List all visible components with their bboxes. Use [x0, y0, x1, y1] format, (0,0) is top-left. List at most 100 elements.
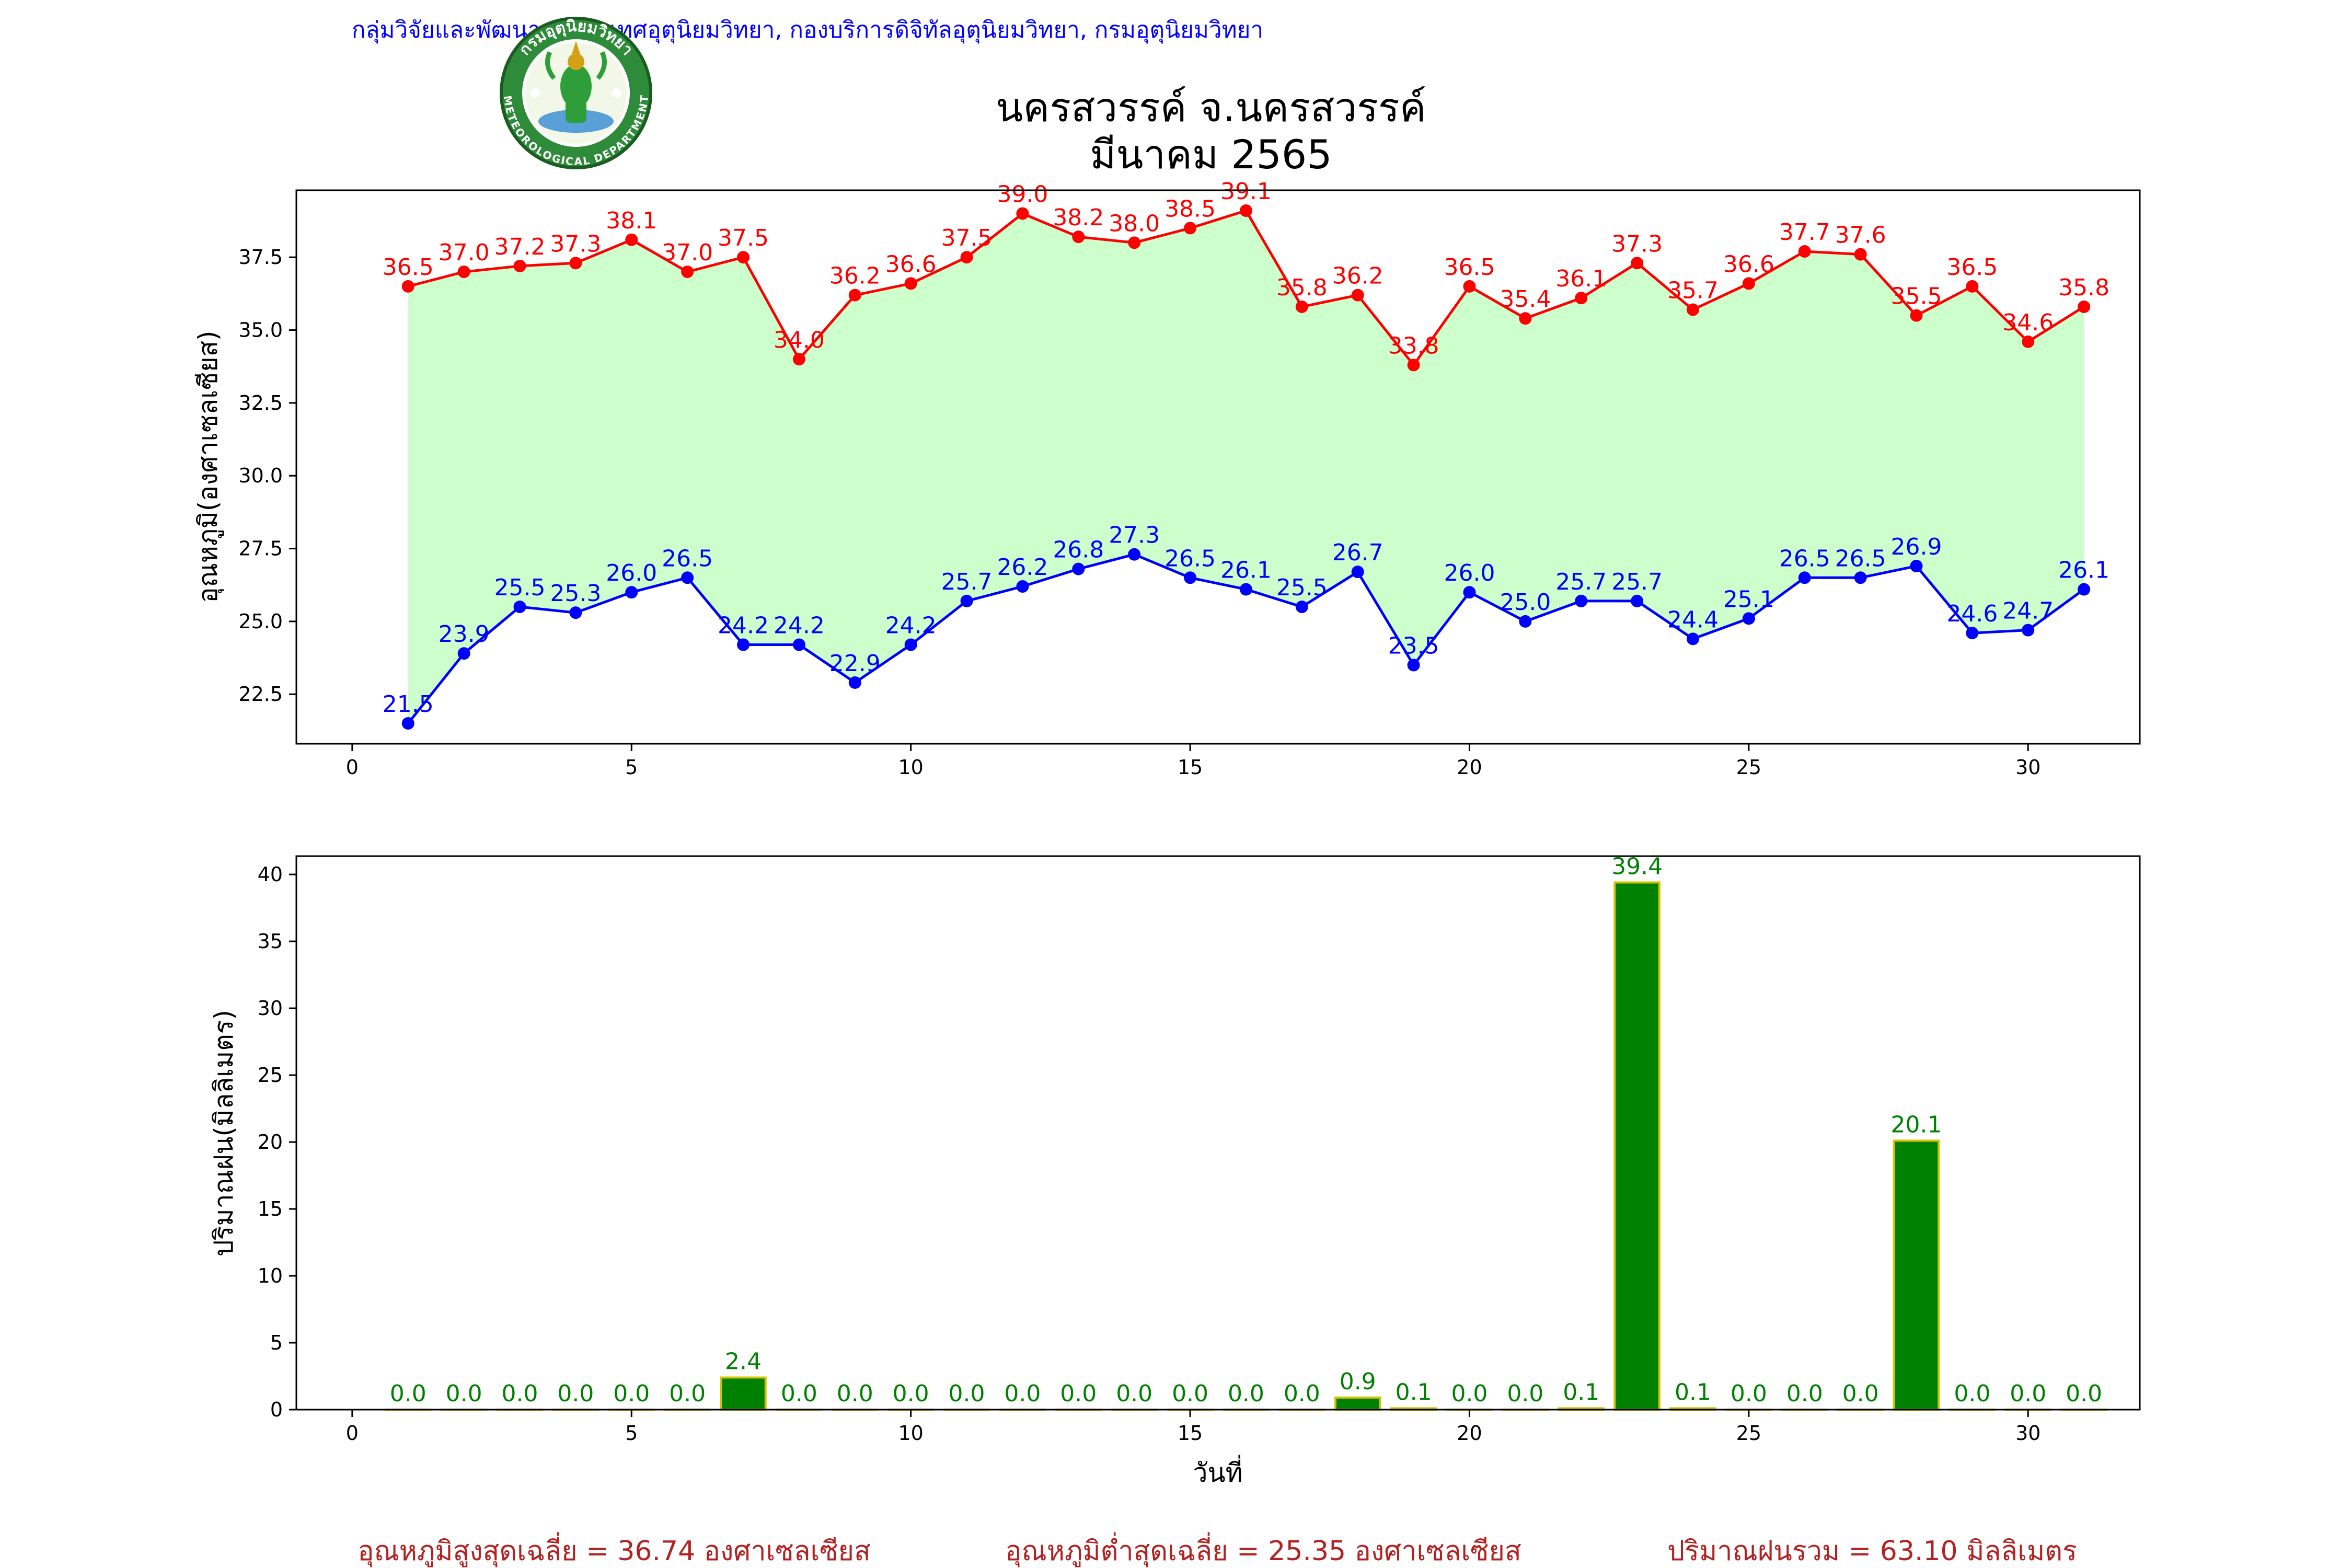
min-temp-data-label: 26.5	[1835, 545, 1886, 572]
rainfall-data-label: 0.1	[1396, 1379, 1432, 1405]
max-temp-point	[1686, 303, 1699, 316]
min-temp-point	[1854, 571, 1867, 584]
max-temp-point	[457, 266, 470, 279]
min-temp-data-label: 25.7	[1611, 569, 1663, 595]
rainfall-data-label: 0.0	[893, 1380, 929, 1407]
temperature-x-tick-label: 30	[2015, 756, 2040, 779]
rainfall-data-label: 0.0	[1116, 1380, 1152, 1407]
rainfall-data-label: 0.1	[1563, 1379, 1599, 1405]
max-temp-point	[1742, 277, 1755, 290]
summary-total-rain: ปริมาณฝนรวม = 63.10 มิลลิเมตร	[1667, 1536, 2077, 1567]
max-temp-point	[2078, 300, 2091, 313]
rainfall-data-label: 0.0	[1172, 1380, 1208, 1407]
rainfall-data-label: 0.0	[613, 1380, 650, 1407]
rainfall-data-label: 0.9	[1340, 1368, 1376, 1395]
rainfall-data-label: 0.0	[2066, 1380, 2102, 1407]
max-temp-point	[2022, 335, 2035, 348]
rainfall-x-tick-label: 5	[625, 1422, 638, 1445]
min-temp-data-label: 25.7	[1555, 569, 1607, 595]
rainfall-plot-frame	[295, 855, 2141, 1411]
max-temp-point	[1072, 230, 1085, 244]
max-temp-data-label: 36.6	[885, 251, 937, 278]
min-temp-data-label: 23.5	[1388, 633, 1439, 660]
max-temp-data-label: 38.5	[1165, 195, 1216, 222]
min-temp-point	[1072, 562, 1085, 575]
max-temp-data-label: 39.1	[1220, 178, 1272, 205]
min-temp-point	[1128, 548, 1141, 561]
min-temp-point	[681, 571, 694, 584]
rainfall-data-label: 0.0	[669, 1380, 706, 1407]
rainfall-data-label: 0.1	[1675, 1379, 1711, 1405]
min-temp-data-label: 26.9	[1891, 534, 1942, 560]
rainfall-data-label: 0.0	[1842, 1380, 1879, 1407]
min-temp-point	[457, 647, 470, 660]
max-temp-data-label: 34.0	[774, 327, 825, 353]
max-temp-data-label: 39.0	[997, 181, 1048, 208]
max-temp-point	[1016, 207, 1029, 220]
rainfall-bar	[720, 1376, 767, 1411]
rainfall-y-axis-label: ปริมาณฝน(มิลลิเมตร)	[209, 1010, 239, 1256]
max-temp-data-label: 37.0	[439, 239, 490, 266]
min-temp-point	[904, 638, 917, 651]
rainfall-x-axis-label: วันที่	[1193, 1455, 1242, 1488]
min-temp-point	[960, 594, 973, 607]
rainfall-bar	[1893, 1139, 1940, 1411]
max-temp-data-label: 34.6	[2002, 309, 2054, 336]
max-temp-point	[1854, 248, 1867, 261]
max-temp-point	[737, 251, 750, 264]
summary-avg-min: อุณหภูมิต่ำสุดเฉลี่ย = 25.35 องศาเซลเซีย…	[1005, 1532, 1521, 1567]
temperature-y-tick-label: 27.5	[238, 537, 283, 560]
rainfall-data-label: 0.0	[390, 1380, 426, 1407]
rainfall-data-label: 0.0	[2010, 1380, 2046, 1407]
max-temp-point	[1239, 204, 1252, 217]
max-temp-point	[1295, 300, 1308, 313]
rainfall-chart: 0.0 0.0 0.0 0.0 0.0 0.0 2.4 0.0 0.0 0.0 0.0 0.0 0.0 0…	[209, 853, 2141, 1488]
rainfall-data-label: 0.0	[1284, 1380, 1320, 1407]
min-temp-point	[1575, 594, 1588, 607]
rainfall-data-label: 0.0	[1954, 1380, 1990, 1407]
max-temp-data-label: 36.5	[1946, 254, 1998, 281]
min-temp-data-label: 26.1	[2058, 557, 2109, 584]
max-temp-point	[1128, 236, 1141, 249]
temperature-y-tick-label: 30.0	[238, 464, 283, 487]
max-temp-point	[1407, 359, 1420, 372]
rainfall-y-tick-label: 35	[258, 930, 283, 953]
temperature-x-tick-label: 10	[898, 756, 923, 779]
min-temp-data-label: 24.2	[718, 612, 769, 639]
min-temp-point	[1295, 601, 1308, 614]
min-temp-data-label: 24.2	[774, 612, 825, 639]
rainfall-data-label: 0.0	[502, 1380, 538, 1407]
min-temp-data-label: 25.1	[1723, 586, 1774, 613]
max-temp-point	[792, 353, 805, 366]
max-temp-point	[401, 280, 414, 293]
max-temp-data-label: 35.8	[1276, 274, 1328, 301]
rainfall-bar	[1334, 1396, 1381, 1411]
min-temp-point	[737, 638, 750, 651]
min-temp-data-label: 24.6	[1946, 601, 1998, 627]
temperature-y-tick-label: 25.0	[238, 610, 283, 633]
max-temp-point	[569, 257, 582, 270]
rainfall-y-tick-label: 10	[258, 1264, 283, 1287]
max-temp-point	[848, 289, 861, 302]
min-temp-point	[1686, 632, 1699, 645]
min-temp-data-label: 24.7	[2002, 598, 2054, 625]
min-temp-point	[1966, 627, 1979, 640]
min-temp-data-label: 25.5	[1276, 574, 1328, 601]
max-temp-data-label: 37.3	[1611, 230, 1663, 257]
rainfall-y-tick-label: 15	[258, 1197, 283, 1220]
min-temp-data-label: 23.9	[439, 621, 490, 648]
temperature-y-tick-label: 32.5	[238, 391, 283, 414]
rainfall-y-tick-label: 0	[270, 1398, 283, 1421]
max-temp-data-label: 38.0	[1109, 210, 1160, 237]
temperature-x-tick-label: 5	[625, 756, 638, 779]
max-temp-point	[1351, 289, 1364, 302]
min-temp-point	[1351, 566, 1364, 579]
min-temp-data-label: 27.3	[1109, 522, 1160, 549]
max-temp-data-label: 36.2	[1332, 263, 1383, 290]
min-temp-point	[1184, 571, 1197, 584]
min-temp-point	[848, 676, 861, 689]
rainfall-x-tick-label: 15	[1178, 1422, 1203, 1445]
min-temp-point	[1016, 580, 1029, 593]
rainfall-bar	[1613, 881, 1661, 1411]
credit-text: กลุ่มวิจัยและพัฒนาสารสนเทศอุตุนิยมวิทยา,…	[352, 17, 1263, 44]
